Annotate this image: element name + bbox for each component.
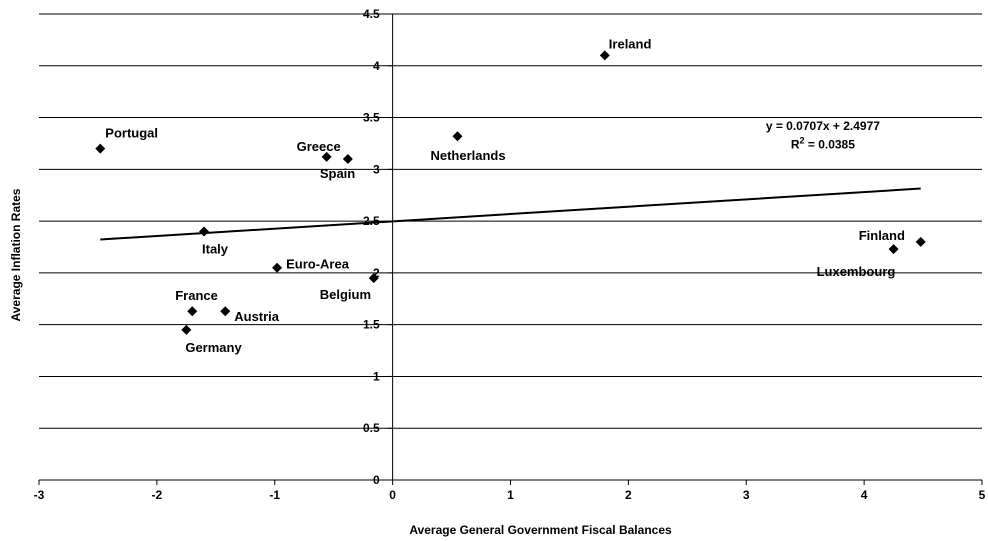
axes bbox=[39, 14, 982, 481]
y-tick-label-1: 0.5 bbox=[363, 421, 380, 435]
point-label-greece: Greece bbox=[297, 139, 341, 154]
x-tick-label-0: -3 bbox=[34, 488, 45, 502]
x-axis-ticks: -3 -2 -1 0 1 2 3 4 5 bbox=[34, 480, 986, 502]
point-label-finland: Finland bbox=[859, 228, 905, 243]
data-point-spain bbox=[342, 153, 353, 164]
x-tick-label-2: -1 bbox=[269, 488, 280, 502]
data-points bbox=[95, 50, 926, 335]
point-label-belgium: Belgium bbox=[320, 287, 371, 302]
x-tick-label-5: 2 bbox=[625, 488, 632, 502]
data-point-france bbox=[187, 306, 198, 317]
data-point-euro-area bbox=[272, 262, 283, 273]
point-label-euro-area: Euro-Area bbox=[286, 257, 350, 272]
gridlines bbox=[39, 13, 982, 429]
y-tick-label-0: 0 bbox=[373, 473, 380, 487]
point-label-spain: Spain bbox=[320, 166, 355, 181]
point-label-france: France bbox=[175, 288, 218, 303]
data-point-greece bbox=[321, 151, 332, 162]
y-tick-label-6: 3 bbox=[373, 162, 380, 176]
x-tick-label-3: 0 bbox=[389, 488, 396, 502]
x-tick-label-4: 1 bbox=[507, 488, 514, 502]
data-point-germany bbox=[181, 324, 192, 335]
x-tick-label-1: -2 bbox=[152, 488, 163, 502]
data-point-ireland bbox=[599, 50, 610, 61]
point-label-austria: Austria bbox=[234, 309, 280, 324]
data-point-belgium bbox=[368, 273, 379, 284]
x-tick-label-6: 3 bbox=[743, 488, 750, 502]
point-label-italy: Italy bbox=[202, 241, 229, 256]
data-point-netherlands bbox=[452, 131, 463, 142]
x-axis-title: Average General Government Fiscal Balanc… bbox=[409, 523, 672, 537]
data-point-luxembourg bbox=[888, 244, 899, 255]
point-label-luxembourg: Luxembourg bbox=[817, 264, 896, 279]
data-point-finland bbox=[915, 236, 926, 247]
y-tick-label-2: 1 bbox=[373, 369, 380, 383]
point-label-germany: Germany bbox=[185, 340, 242, 355]
y-tick-label-7: 3.5 bbox=[363, 111, 380, 125]
y-tick-label-4: 2 bbox=[373, 266, 380, 280]
point-label-netherlands: Netherlands bbox=[430, 148, 505, 163]
data-point-portugal bbox=[95, 143, 106, 154]
point-label-portugal: Portugal bbox=[105, 126, 158, 141]
y-axis-title: Average Inflation Rates bbox=[9, 188, 23, 321]
r2-prefix: R bbox=[791, 138, 800, 152]
x-tick-label-7: 4 bbox=[861, 488, 868, 502]
y-tick-label-8: 4 bbox=[373, 59, 380, 73]
r2-value: = 0.0385 bbox=[805, 138, 856, 152]
trendline-equation: y = 0.0707x + 2.4977 bbox=[766, 119, 880, 133]
y-axis-ticks: 0 0.5 1 1.5 2 2.5 3 3.5 4 4.5 bbox=[363, 7, 393, 487]
data-point-labels: Ireland Portugal Netherlands Greece Spain Ita… bbox=[105, 36, 905, 354]
data-point-austria bbox=[220, 306, 231, 317]
trendline bbox=[100, 187, 921, 241]
y-tick-label-5: 2.5 bbox=[363, 214, 380, 228]
y-tick-label-9: 4.5 bbox=[363, 7, 380, 21]
data-point-italy bbox=[199, 226, 210, 237]
point-label-ireland: Ireland bbox=[609, 36, 652, 51]
r2-superscript: 2 bbox=[800, 136, 805, 146]
trendline-r-squared: R2 = 0.0385 bbox=[791, 136, 855, 152]
x-tick-label-8: 5 bbox=[979, 488, 986, 502]
y-tick-label-3: 1.5 bbox=[363, 318, 380, 332]
